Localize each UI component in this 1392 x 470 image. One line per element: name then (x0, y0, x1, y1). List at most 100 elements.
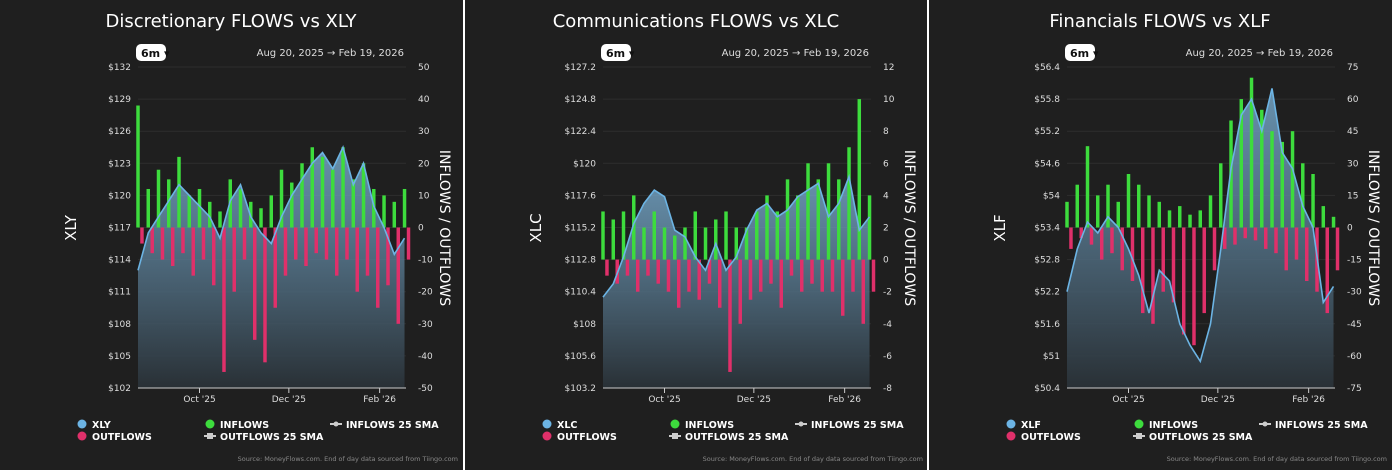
inflow-bar (1332, 216, 1336, 228)
inflow-bar (631, 195, 636, 260)
range-button-label[interactable]: 6m ▾ (606, 47, 635, 60)
inflow-bar (156, 169, 161, 228)
inflow-bar (662, 227, 666, 260)
range-button[interactable] (136, 44, 166, 61)
y2-tick-label: -60 (1347, 352, 1362, 362)
y2-tick-label: 10 (883, 95, 895, 105)
inflow-bar (1157, 201, 1162, 228)
legend-item-outflows[interactable]: OUTFLOWS (77, 431, 153, 444)
outflow-bar (830, 259, 834, 292)
chart-svg: Communications FLOWS vs XLC 6m ▾ Aug 20, 2… (527, 11, 923, 463)
inflow-bar (269, 195, 274, 228)
inflow-bar (136, 105, 140, 228)
y-tick-label: $127.2 (564, 63, 596, 73)
legend-item-xlc[interactable]: XLC (542, 419, 577, 432)
outflow-bar (242, 227, 247, 260)
inflow-bar (218, 211, 222, 228)
legend-item-inflows-25-sma[interactable]: INFLOWS 25 SMA (330, 420, 439, 431)
y-tick-label: $110.4 (564, 288, 596, 298)
outflow-bar (335, 227, 339, 276)
y-tick-label: $112.8 (564, 256, 596, 266)
legend-item-outflows-25-sma[interactable]: OUTFLOWS 25 SMA (204, 432, 324, 443)
legend-dot-icon (670, 419, 680, 429)
outflow-bar (1182, 227, 1186, 335)
y2-tick-label: -45 (1347, 320, 1362, 330)
y2-tick-label: 15 (1347, 191, 1358, 201)
outflow-bar (376, 227, 380, 308)
y2-tick-label: 0 (1347, 224, 1353, 234)
outflow-bar (1079, 227, 1084, 239)
legend-marker-icon (1262, 421, 1268, 427)
outflow-bar (1325, 227, 1330, 314)
y2-tick-label: -75 (1347, 384, 1362, 394)
inflow-bar (826, 163, 830, 260)
chart-panel-communications: Communications FLOWS vs XLC 6m ▾ Aug 20, 2… (464, 0, 928, 470)
legend-dot-icon (1006, 419, 1016, 429)
inflow-bar (1075, 184, 1080, 228)
inflow-bar (1188, 214, 1193, 228)
date-range: Aug 20, 2025 → Feb 19, 2026 (1186, 48, 1333, 59)
legend-label: OUTFLOWS 25 SMA (1149, 432, 1253, 443)
y2-tick-label: 60 (1347, 95, 1359, 105)
chart-panel-financials: Financials FLOWS vs XLF 6m ▾ Aug 20, 2025 … (929, 0, 1392, 470)
legend-item-inflows-25-sma[interactable]: INFLOWS 25 SMA (1259, 420, 1369, 431)
legend-label: OUTFLOWS 25 SMA (685, 432, 789, 443)
inflow-bar (1280, 141, 1285, 228)
legend-item-inflows[interactable]: INFLOWS (670, 419, 734, 432)
range-button-label[interactable]: 6m ▾ (1070, 47, 1099, 60)
legend-item-outflows[interactable]: OUTFLOWS (1006, 431, 1082, 444)
inflow-bar (1270, 131, 1275, 228)
outflow-bar (1131, 227, 1135, 281)
outflow-bar (1264, 227, 1268, 249)
range-button[interactable] (600, 44, 631, 61)
inflow-bar (1301, 163, 1305, 228)
y2-tick-label: 2 (883, 224, 889, 234)
inflow-bar (846, 147, 851, 260)
y-tick-label: $117 (108, 224, 131, 234)
y2-tick-label: -30 (1347, 288, 1362, 298)
inflow-bar (682, 227, 687, 260)
y-tick-label: $52.2 (1035, 288, 1061, 298)
legend-item-xlf[interactable]: XLF (1006, 419, 1041, 432)
inflow-bar (290, 182, 294, 228)
inflow-bar (795, 195, 800, 260)
outflow-bar (304, 227, 308, 267)
inflow-bar (693, 211, 697, 260)
inflow-bar (836, 179, 841, 260)
legend-item-outflows-25-sma[interactable]: OUTFLOWS 25 SMA (668, 432, 789, 443)
legend-item-inflows[interactable]: INFLOWS (1134, 419, 1199, 432)
source-note: Source: MoneyFlows.com. End of day data … (702, 455, 922, 463)
inflow-bar (341, 147, 345, 228)
legend-item-inflows-25-sma[interactable]: INFLOWS 25 SMA (794, 420, 904, 431)
y2-tick-label: -20 (418, 288, 433, 298)
y-axis-label: XLF (991, 214, 1009, 241)
inflow-bar (611, 219, 615, 260)
legend-item-xly[interactable]: XLY (77, 419, 111, 432)
outflow-bar (666, 259, 670, 292)
y2-tick-label: -15 (1347, 256, 1362, 266)
y2-tick-label: 8 (883, 127, 889, 137)
legend-item-outflows-25-sma[interactable]: OUTFLOWS 25 SMA (1133, 432, 1253, 443)
y-tick-label: $102 (108, 384, 131, 394)
range-button-label[interactable]: 6m ▾ (141, 47, 170, 60)
inflow-bar (238, 188, 243, 228)
y-tick-label: $103.2 (564, 384, 596, 394)
outflow-bar (1110, 227, 1115, 254)
y2-axis-label: INFLOWS / OUTFLOWS (901, 150, 917, 306)
outflow-bar (758, 259, 763, 292)
legend-item-outflows[interactable]: OUTFLOWS (542, 431, 617, 444)
inflow-bar (805, 163, 810, 260)
outflow-bar (625, 259, 629, 276)
y2-tick-label: 10 (418, 191, 430, 201)
range-button[interactable] (1065, 44, 1096, 61)
y-tick-label: $114 (108, 256, 131, 266)
y-tick-label: $53.4 (1035, 224, 1061, 234)
inflow-bar (1250, 77, 1254, 228)
inflow-bar (703, 227, 707, 260)
legend-item-inflows[interactable]: INFLOWS (205, 419, 270, 432)
outflow-bar (1202, 227, 1207, 314)
outflow-bar (738, 259, 742, 324)
y-tick-label: $123 (108, 159, 131, 169)
inflow-bar (652, 211, 656, 260)
outflow-bar (850, 259, 855, 292)
